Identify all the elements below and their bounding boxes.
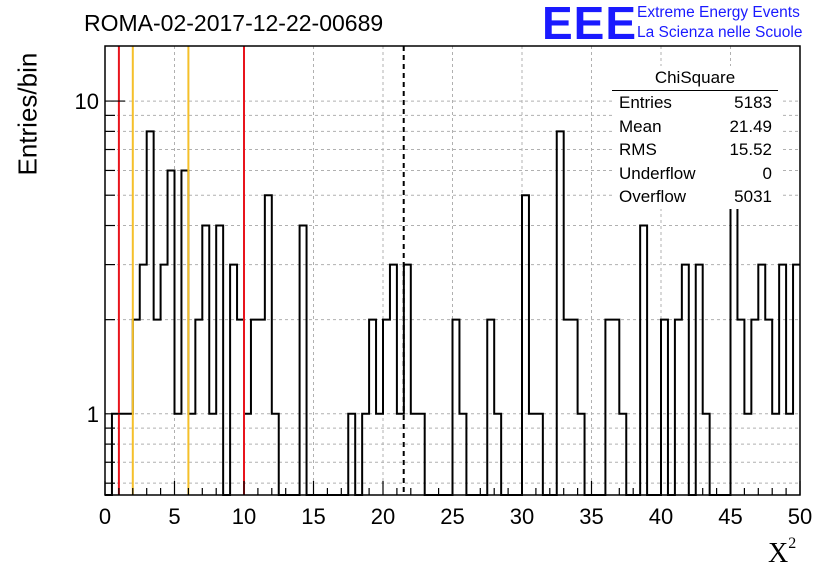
stats-label: Overflow xyxy=(619,187,687,206)
page-title: ROMA-02-2017-12-22-00689 xyxy=(84,10,384,36)
stats-row-mean: Mean 21.49 xyxy=(612,115,780,139)
stats-row-underflow: Underflow 0 xyxy=(612,162,780,186)
x-axis-label-sup: 2 xyxy=(788,534,797,552)
y-tick-label: 10 xyxy=(75,89,99,114)
y-tick-label: 1 xyxy=(87,402,99,427)
stats-value: 0 xyxy=(762,163,772,183)
stats-box: ChiSquare Entries 5183 Mean 21.49 RMS 15… xyxy=(612,66,780,209)
stats-value: 5031 xyxy=(734,187,772,206)
stats-title: ChiSquare xyxy=(612,66,778,91)
stats-value: 15.52 xyxy=(729,140,772,159)
stats-row-overflow: Overflow 5031 xyxy=(612,185,780,209)
x-tick-label: 35 xyxy=(579,504,603,529)
x-tick-label: 25 xyxy=(440,504,464,529)
x-tick-label: 20 xyxy=(371,504,395,529)
logo-line2: La Scienza nelle Scuole xyxy=(637,24,803,41)
x-tick-label: 15 xyxy=(301,504,325,529)
stats-label: Entries xyxy=(619,93,672,112)
x-tick-label: 30 xyxy=(510,504,534,529)
stats-label: Mean xyxy=(619,116,662,136)
y-axis-label: Entries/bin xyxy=(12,52,43,176)
logo-line1: Extreme Energy Events xyxy=(637,4,800,21)
x-tick-label: 50 xyxy=(788,504,812,529)
stats-value: 5183 xyxy=(734,93,772,112)
x-axis-label-base: X xyxy=(768,538,789,569)
stats-value: 21.49 xyxy=(729,116,772,136)
eee-logo: EEE xyxy=(542,0,638,49)
stats-row-entries: Entries 5183 xyxy=(612,91,780,115)
stats-row-rms: RMS 15.52 xyxy=(612,138,780,162)
x-tick-label: 45 xyxy=(718,504,742,529)
x-tick-label: 0 xyxy=(99,504,111,529)
x-tick-label: 40 xyxy=(649,504,673,529)
x-tick-label: 10 xyxy=(232,504,256,529)
x-axis-label: X2 xyxy=(768,534,797,570)
x-tick-label: 5 xyxy=(168,504,180,529)
stats-label: Underflow xyxy=(619,163,696,183)
stats-label: RMS xyxy=(619,140,657,159)
